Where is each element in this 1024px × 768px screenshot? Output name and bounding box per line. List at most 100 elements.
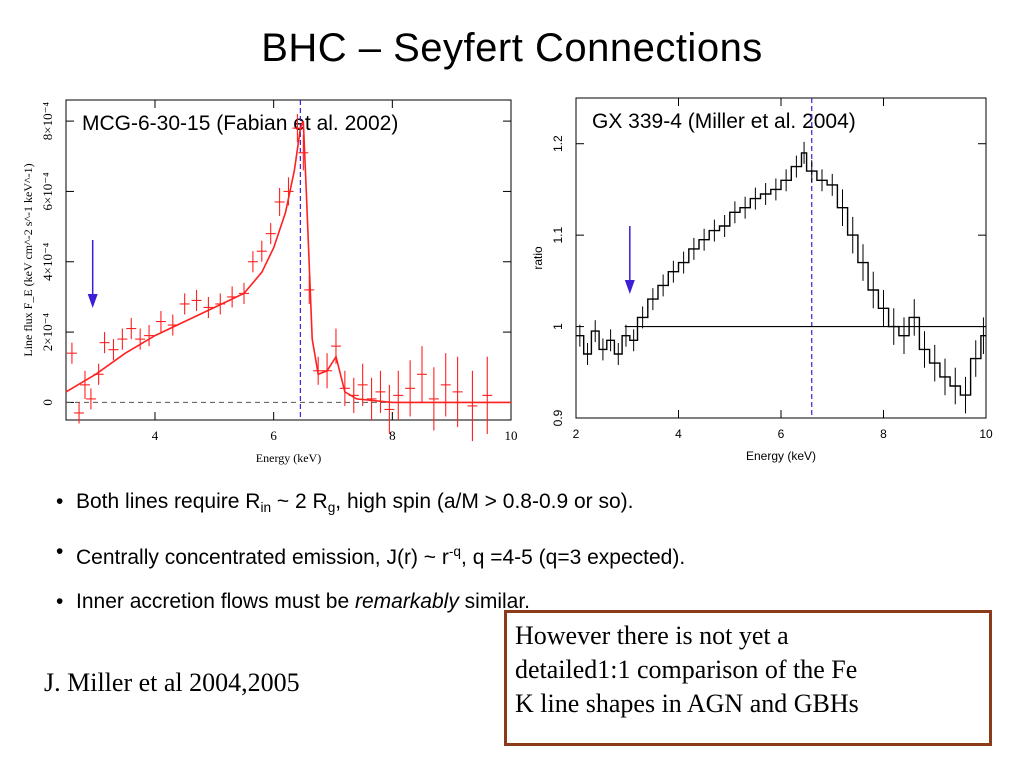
data-point	[135, 328, 146, 350]
data-point	[384, 384, 395, 435]
note-line: However there is not yet a	[515, 621, 789, 650]
bullet-sup-q: -q	[448, 544, 462, 559]
bullet-dot: •	[56, 490, 64, 513]
bullet-text-post: , q =4-5 (q=3 expected).	[461, 546, 686, 569]
data-point	[79, 370, 90, 399]
chart-left: 4 6 8 10 0 2×10⁻⁴ 4×10⁻⁴ 6×10⁻⁴ 8×10⁻⁴ MCG-6-30-1…	[21, 99, 518, 465]
slide-title: BHC – Seyfert Connections	[261, 26, 763, 70]
data-point	[482, 356, 493, 435]
data-point	[348, 377, 359, 413]
data-point	[191, 289, 202, 311]
x-tick-label: 8	[389, 428, 396, 443]
x-tick-label: 2	[573, 427, 580, 441]
x-tick-label: 6	[270, 428, 277, 443]
x-tick-label: 10	[979, 427, 993, 441]
plot-frame	[575, 97, 987, 419]
data-point	[405, 360, 416, 417]
chart-right: 2 4 6 8 10 0.9 1 1.1 1.2 GX 339-4 (Miller et al. …	[531, 97, 993, 463]
bullet-text-pre: Centrally concentrated emission, J(r) ~ …	[76, 546, 449, 569]
bullet-dot: •	[56, 540, 64, 563]
note-box: However there is not yet a detailed1:1 c…	[504, 610, 992, 746]
x-tick-label: 8	[880, 427, 887, 441]
arrow-marker	[624, 226, 635, 294]
data-point	[440, 353, 451, 417]
y-tick-label: 2×10⁻⁴	[40, 313, 55, 352]
bullet-item: • Inner accretion flows must be remarkab…	[56, 588, 976, 638]
data-point	[85, 388, 96, 410]
data-point	[117, 328, 128, 350]
data-point	[298, 135, 309, 171]
data-point	[428, 367, 439, 431]
bullet-text-post: similar.	[458, 590, 531, 613]
data-point	[304, 275, 315, 304]
y-tick-label: 6×10⁻⁴	[40, 172, 55, 211]
data-point	[274, 187, 285, 217]
note-line: K line shapes in AGN and GBHs	[515, 689, 859, 718]
data-point	[203, 296, 214, 319]
y-axis-label: ratio	[531, 246, 545, 270]
x-tick-label: 10	[505, 428, 518, 443]
data-point	[339, 370, 350, 406]
data-point	[167, 314, 178, 336]
bullet-item: • Centrally concentrated emission, J(r) …	[56, 538, 976, 588]
y-tick-label: 4×10⁻⁴	[40, 242, 55, 281]
chart-title: GX 339-4 (Miller et al. 2004)	[592, 110, 856, 133]
x-tick-label: 4	[675, 427, 682, 441]
x-axis-label: Energy (keV)	[746, 449, 816, 463]
data-point	[357, 363, 368, 406]
bullet-sub-g: g	[327, 500, 336, 515]
bullet-list: • Both lines require Rin ~ 2 Rg, high sp…	[56, 488, 976, 638]
y-tick-label: 0	[40, 399, 55, 406]
data-point	[126, 318, 137, 340]
x-tick-label: 4	[152, 428, 159, 443]
data-point	[417, 346, 427, 403]
data-point	[144, 325, 155, 347]
plot-group: 2 4 6 8 10 0.9 1 1.1 1.2 GX 339-4 (Miller et al. …	[531, 97, 993, 463]
data-point	[239, 282, 249, 304]
data-point	[108, 339, 119, 361]
data-point	[393, 370, 404, 420]
y-tick-label: 1.2	[551, 135, 565, 152]
y-tick-label: 1.1	[551, 226, 565, 243]
bullet-text-post: , high spin (a/M > 0.8-0.9 or so).	[335, 490, 634, 513]
y-tick-label: 1	[551, 323, 565, 330]
data-point	[215, 293, 226, 315]
bullet-sub-in: in	[260, 500, 272, 515]
data-point	[227, 286, 238, 308]
data-point	[155, 310, 166, 333]
x-tick-label: 6	[778, 427, 785, 441]
data-point	[179, 293, 190, 315]
data-point	[467, 370, 478, 442]
bullet-dot: •	[56, 590, 64, 613]
data-point	[74, 402, 85, 424]
data-point	[452, 356, 463, 428]
data-point	[66, 342, 77, 364]
bullet-text-mid: ~ 2 R	[271, 490, 328, 513]
y-axis-label: Line flux F_E (keV cm^-2 s^-1 keV^-1)	[21, 163, 35, 356]
data-point	[292, 114, 303, 143]
note-line: detailed1:1 comparison of the Fe	[515, 655, 858, 684]
data-point	[256, 240, 267, 262]
arrow-head	[624, 280, 635, 294]
reference-text: J. Miller et al 2004,2005	[44, 668, 300, 697]
x-axis-label: Energy (keV)	[256, 451, 321, 465]
plot-group: 4 6 8 10 0 2×10⁻⁴ 4×10⁻⁴ 6×10⁻⁴ 8×10⁻⁴ MCG-6-30-1…	[21, 99, 518, 465]
data-point	[99, 332, 110, 354]
data-point	[265, 223, 276, 245]
model-curve	[65, 120, 511, 404]
bullet-item: • Both lines require Rin ~ 2 Rg, high sp…	[56, 488, 976, 538]
bullet-emphasis: remarkably	[354, 590, 459, 613]
data-point	[375, 370, 386, 413]
data-point	[322, 353, 333, 389]
y-tick-label: 8×10⁻⁴	[40, 102, 55, 141]
data-point	[330, 328, 341, 364]
data-point	[313, 356, 324, 385]
chart-title: MCG-6-30-15 (Fabian et al. 2002)	[82, 112, 398, 135]
plot-frame	[65, 99, 512, 421]
data-point	[366, 377, 377, 420]
data-point	[93, 363, 104, 385]
data-point	[283, 177, 294, 206]
y-tick-label: 0.9	[551, 409, 565, 426]
arrow-head	[87, 294, 98, 308]
bullet-text-pre: Inner accretion flows must be	[76, 590, 355, 613]
